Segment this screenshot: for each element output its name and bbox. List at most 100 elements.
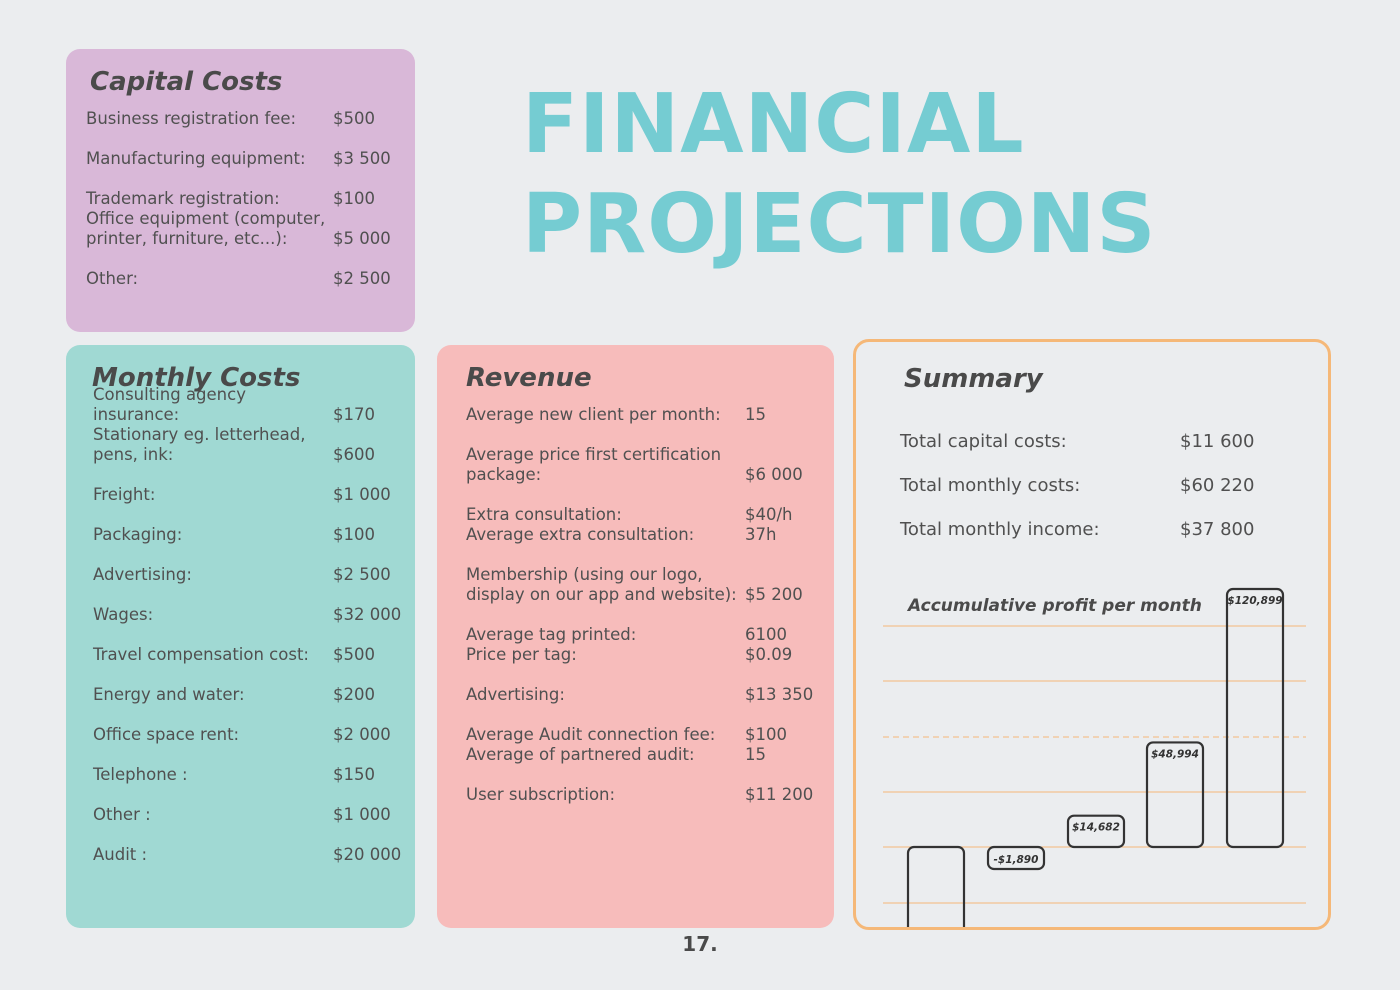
monthly-costs-value: $170 [333,405,375,424]
chart-bar [906,845,966,927]
revenue-row: User subscription: $11 200 [466,785,834,825]
monthly-costs-value: $20 000 [333,845,402,864]
monthly-costs-label: Office space rent: [93,725,240,744]
monthly-costs-row: Stationary eg. letterhead, pens, ink: $60… [93,425,415,465]
capital-costs-value: $100 [333,189,375,208]
revenue-label: Average of partnered audit: [466,745,695,764]
capital-costs-row: Trademark registration: $100 [86,189,415,229]
capital-costs-value: $5 000 [333,229,391,248]
monthly-costs-value: $2 500 [333,565,391,584]
revenue-value: $5 200 [745,585,803,604]
capital-costs-value: $500 [333,109,375,128]
summary-value: $60 220 [1180,475,1255,496]
summary-label: Total monthly income: [900,519,1100,540]
chart-bar [1066,814,1126,849]
monthly-costs-row: Travel compensation cost: $500 [93,645,415,685]
revenue-row: Extra consultation: $40/h Average extra co… [466,505,834,545]
monthly-costs-label: Energy and water: [93,685,245,704]
monthly-costs-value: $1 000 [333,805,391,824]
monthly-costs-row: Office space rent: $2 000 [93,725,415,765]
revenue-label: Membership (using our logo, display on o… [466,565,737,604]
monthly-costs-row: Consulting agency insurance: $170 [93,385,415,425]
monthly-costs-row: Energy and water: $200 [93,685,415,725]
revenue-value: $13 350 [745,685,814,704]
revenue-row: Average tag printed: 6100 Price per tag: $0… [466,625,834,665]
page-title-line-1: FINANCIAL [522,77,1025,172]
capital-costs-value: $2 500 [333,269,391,288]
chart-data-label: -$1,890 [994,854,1039,866]
monthly-costs-row: Audit : $20 000 [93,845,415,885]
monthly-costs-label: Wages: [93,605,154,624]
capital-costs-row: Other: $2 500 [86,269,415,309]
revenue-label: Average Audit connection fee: [466,725,716,744]
revenue-value: $6 000 [745,465,803,484]
capital-costs-row: Manufacturing equipment: $3 500 [86,149,415,189]
capital-costs-value: $3 500 [333,149,391,168]
chart-data-label: $14,682 [1072,822,1120,834]
capital-costs-card: Capital Costs Business registration fee:… [66,49,415,332]
capital-costs-label: Office equipment (computer, printer, fur… [86,209,326,248]
revenue-label: Price per tag: [466,645,577,664]
page-number: 17. [682,932,718,956]
revenue-label: Average extra consultation: [466,525,695,544]
monthly-costs-label: Telephone : [93,765,188,784]
chart-bar [1225,587,1285,849]
summary-value: $37 800 [1180,519,1255,540]
monthly-costs-label: Stationary eg. letterhead, pens, ink: [93,425,306,464]
capital-costs-row: Business registration fee: $500 [86,109,415,149]
revenue-card: Revenue Average new client per month: 15 A… [437,345,834,928]
revenue-title: Revenue [466,363,592,393]
summary-card: Summary Accumulative profit per month -$… [853,339,1331,930]
revenue-row: Average price first certification packag… [466,445,834,485]
monthly-costs-row: Freight: $1 000 [93,485,415,525]
revenue-row: Average Audit connection fee: $100 Average… [466,725,834,765]
monthly-costs-row: Telephone : $150 [93,765,415,805]
capital-costs-label: Other: [86,269,139,288]
monthly-costs-row: Advertising: $2 500 [93,565,415,605]
monthly-costs-value: $100 [333,525,375,544]
chart-data-label: $48,994 [1151,748,1199,760]
revenue-row: Average new client per month: 15 [466,405,834,445]
revenue-row: Membership (using our logo, display on o… [466,565,834,605]
monthly-costs-label: Other : [93,805,151,824]
revenue-value: 6100 [745,625,787,644]
summary-label: Total monthly costs: [900,475,1081,496]
monthly-costs-value: $1 000 [333,485,391,504]
revenue-value: $0.09 [745,645,793,664]
page-title-line-2: PROJECTIONS [522,177,1157,272]
chart-bar [1145,741,1205,849]
monthly-costs-value: $500 [333,645,375,664]
monthly-costs-row: Wages: $32 000 [93,605,415,645]
summary-title: Summary [904,364,1043,394]
capital-costs-row: Office equipment (computer, printer, fur… [86,209,415,249]
chart-bar [986,845,1046,871]
monthly-costs-value: $600 [333,445,375,464]
revenue-label: Extra consultation: [466,505,622,524]
revenue-label: Average new client per month: [466,405,721,424]
revenue-value: $11 200 [745,785,814,804]
revenue-value: 15 [745,405,766,424]
monthly-costs-title: Monthly Costs [92,363,301,393]
revenue-value: $100 [745,725,787,744]
profit-chart: -$24,020-$1,890$14,682$48,994$120,899 [883,587,1306,927]
monthly-costs-value: $150 [333,765,375,784]
revenue-label: Average price first certification packag… [466,445,722,484]
chart-data-label: $120,899 [1227,595,1282,607]
monthly-costs-label: Audit : [93,845,148,864]
revenue-label: Average tag printed: [466,625,637,644]
revenue-value: $40/h [745,505,793,524]
monthly-costs-value: $2 000 [333,725,391,744]
chart-title: Accumulative profit per month [908,596,1202,616]
monthly-costs-label: Travel compensation cost: [93,645,309,664]
monthly-costs-label: Consulting agency insurance: [93,385,246,424]
summary-label: Total capital costs: [900,431,1067,452]
capital-costs-label: Trademark registration: [86,189,280,208]
revenue-row: Advertising: $13 350 [466,685,834,725]
monthly-costs-label: Freight: [93,485,156,504]
monthly-costs-label: Advertising: [93,565,192,584]
revenue-label: User subscription: [466,785,616,804]
capital-costs-label: Manufacturing equipment: [86,149,306,168]
monthly-costs-row: Other : $1 000 [93,805,415,845]
monthly-costs-value: $32 000 [333,605,402,624]
revenue-value: 37h [745,525,777,544]
